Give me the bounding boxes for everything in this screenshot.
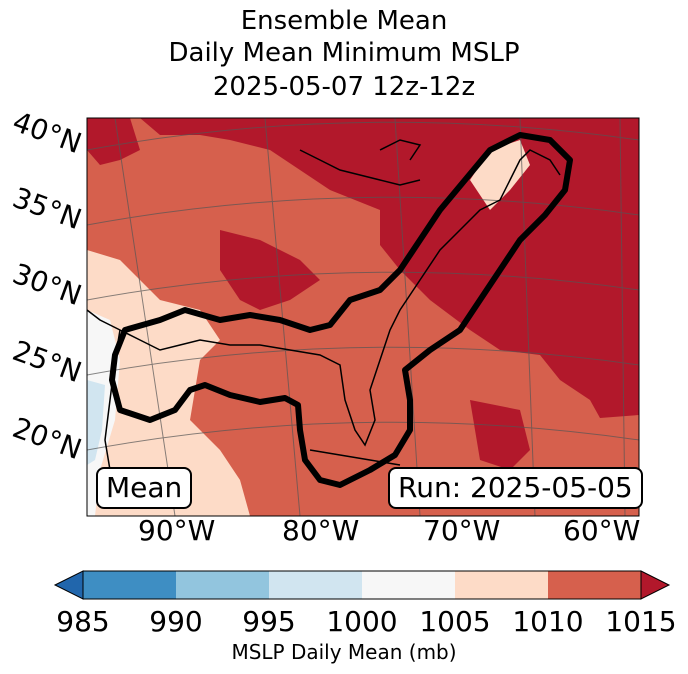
lon-label-90w: 90°W: [138, 514, 216, 547]
colorbar-tick-1010: 1010: [512, 605, 584, 638]
map-frame: [86, 117, 640, 517]
mean-box: Mean: [96, 467, 193, 509]
colorbar-bin-985-990: [83, 571, 176, 599]
lon-label-80w: 80°W: [282, 514, 360, 547]
graticule: [86, 117, 640, 517]
colorbar-tick-985: 985: [56, 605, 110, 638]
colorbar: [53, 570, 671, 600]
run-date-box: Run: 2025-05-05: [388, 467, 643, 509]
colorbar-tick-995: 995: [242, 605, 296, 638]
lowest-pressure-mexico: [87, 380, 105, 465]
high-pressure-north: [140, 118, 639, 418]
colorbar-bin-1000-1005: [362, 571, 455, 599]
contour-1010: [109, 132, 573, 488]
colorbar-tick-990: 990: [149, 605, 203, 638]
colorbar-extend-high: [640, 570, 671, 600]
title-line-3: 2025-05-07 12z-12z: [212, 72, 476, 102]
high-pressure-northwest: [87, 118, 140, 165]
colorbar-bin-1005-1010: [455, 571, 548, 599]
colorbar-tick-1015: 1015: [605, 605, 677, 638]
lon-label-70w: 70°W: [423, 514, 501, 547]
title-line-2: Daily Mean Minimum MSLP: [168, 38, 520, 68]
pressure-field: [87, 118, 639, 516]
lon-label-60w: 60°W: [563, 514, 641, 547]
high-pressure-atlantic: [470, 400, 530, 470]
low-pressure-texas: [87, 250, 250, 516]
colorbar-bin-1010-1015: [548, 571, 641, 599]
colorbar-bin-990-995: [176, 571, 269, 599]
high-pressure-gulf: [220, 230, 320, 310]
title-line-1: Ensemble Mean: [240, 6, 448, 36]
colorbar-label: MSLP Daily Mean (mb): [231, 640, 457, 664]
colorbar-tick-1000: 1000: [326, 605, 398, 638]
colorbar-extend-low: [53, 570, 84, 600]
colorbar-bin-995-1000: [269, 571, 362, 599]
colorbar-tick-1005: 1005: [419, 605, 491, 638]
